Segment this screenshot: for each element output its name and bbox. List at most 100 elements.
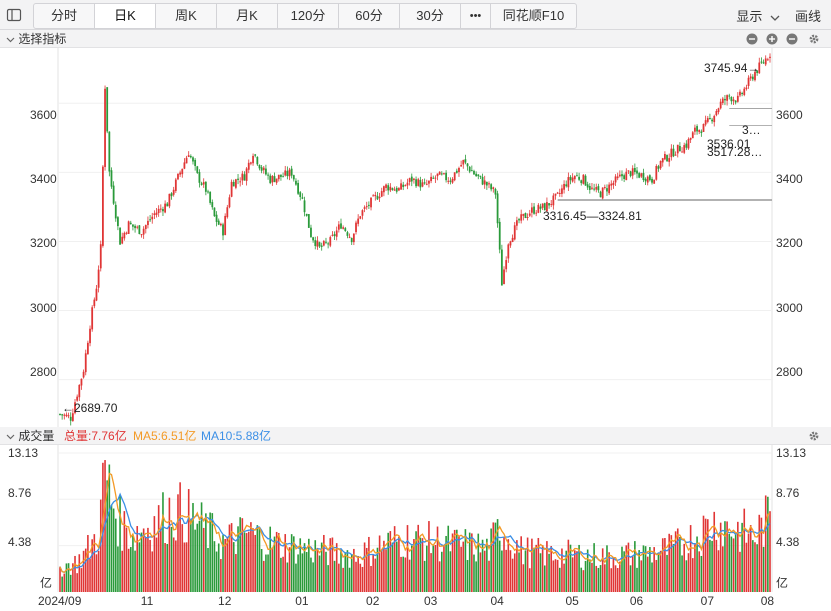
more-tabs-button[interactable]: ••• (461, 4, 491, 28)
candle-body (331, 234, 334, 236)
volume-bar (706, 519, 709, 592)
candle-body (200, 183, 203, 185)
price-chart[interactable]: 3600 3400 3200 3000 2800 3600 3400 3200 … (0, 48, 831, 428)
candle-body (468, 166, 471, 172)
volume-bar (155, 537, 158, 592)
volume-panel-header: 成交量 总量:7.76亿 MA5:6.51亿 MA10:5.88亿 (0, 427, 831, 445)
tab-intraday[interactable]: 分时 (34, 4, 95, 28)
candle-body (211, 202, 214, 208)
volume-bar (449, 551, 452, 592)
candle-body (348, 236, 351, 238)
volume-bar (614, 565, 617, 592)
candle-body (762, 62, 765, 64)
volume-bar (312, 562, 314, 592)
volume-bar (72, 563, 74, 592)
tab-f10[interactable]: 同花顺F10 (502, 8, 565, 23)
candle-body (393, 189, 396, 191)
candle-body (754, 71, 756, 81)
volume-bar (280, 557, 282, 592)
y-tick-label: 3400 (30, 172, 57, 186)
volume-bar (453, 529, 456, 592)
volume-bar (286, 562, 289, 592)
window-icon[interactable] (6, 7, 22, 23)
volume-bar (498, 540, 501, 592)
volume-bar (151, 551, 154, 592)
volume-bar (168, 497, 171, 592)
volume-bar (293, 536, 295, 592)
candle-body (408, 178, 411, 182)
volume-bar (220, 559, 222, 592)
candle-body (144, 225, 147, 230)
volume-bar (460, 546, 462, 592)
tab-weekly-k[interactable]: 周K (156, 4, 217, 28)
volume-indicator-selector[interactable]: 成交量 (6, 427, 54, 445)
candle-body (717, 108, 720, 113)
volume-bar (672, 543, 675, 592)
candle-body (419, 179, 422, 188)
volume-bar (539, 553, 542, 592)
x-tick-label: 05 (566, 594, 580, 608)
volume-bar (717, 550, 720, 592)
volume-bar (215, 551, 218, 592)
volume-bar (385, 549, 387, 592)
gear-icon[interactable] (808, 430, 820, 442)
tab-daily-k[interactable]: 日K (95, 4, 156, 28)
zoom-in-icon[interactable] (766, 33, 778, 45)
volume-bar (471, 533, 473, 592)
volume-bar (696, 536, 698, 592)
candle-body (69, 416, 72, 421)
candle-body (102, 166, 104, 246)
candle-body (395, 187, 398, 192)
tab-120min[interactable]: 120分 (278, 4, 339, 28)
candle-body (333, 234, 336, 237)
candle-body (342, 227, 345, 229)
vol-unit-label-right: 亿 (776, 575, 788, 590)
indicator-selector[interactable]: 选择指标 (6, 30, 66, 48)
candle-body (513, 225, 516, 240)
candle-body (554, 193, 557, 196)
volume-bar (595, 565, 598, 592)
volume-bar (172, 537, 175, 592)
candle-body (631, 168, 634, 176)
volume-bar (344, 552, 347, 592)
candle-body (584, 175, 587, 186)
collapse-panel-icon[interactable] (786, 33, 798, 45)
ma5-line (59, 472, 771, 574)
candle-body (638, 173, 641, 178)
volume-bar (147, 527, 149, 592)
display-menu[interactable]: 显示 (736, 6, 781, 25)
volume-bar (254, 534, 256, 592)
volume-chart[interactable]: 13.13 8.76 4.38 亿 13.13 8.76 4.38 亿 2024… (0, 445, 831, 611)
level-label: 3536.01 (707, 137, 751, 151)
volume-bar (640, 560, 643, 592)
candle-body (292, 175, 295, 180)
candle-body (657, 166, 660, 169)
tab-60min[interactable]: 60分 (339, 4, 400, 28)
candle-body (189, 156, 192, 158)
candle-body (179, 172, 182, 175)
volume-bar (355, 561, 357, 592)
draw-button[interactable]: 画线 (794, 9, 821, 24)
gear-icon[interactable] (808, 33, 820, 45)
volume-bar (606, 545, 608, 592)
candle-body (494, 188, 497, 195)
candle-body (187, 155, 190, 157)
volume-bar (520, 536, 522, 592)
candle-body (110, 170, 113, 187)
volume-bar (709, 539, 711, 592)
tab-30min[interactable]: 30分 (400, 4, 461, 28)
candle-body (691, 132, 694, 139)
volume-bar (273, 536, 276, 592)
candle-body (222, 224, 224, 236)
volume-bar (359, 563, 362, 592)
volume-bar (357, 555, 359, 592)
zoom-out-icon[interactable] (746, 33, 758, 45)
volume-bar (136, 526, 139, 592)
candle-body (543, 203, 546, 211)
candle-body (97, 269, 100, 288)
volume-bar (556, 559, 559, 592)
candle-body (492, 187, 495, 189)
candle-body (769, 56, 771, 58)
volume-bar (597, 567, 600, 592)
tab-monthly-k[interactable]: 月K (217, 4, 278, 28)
